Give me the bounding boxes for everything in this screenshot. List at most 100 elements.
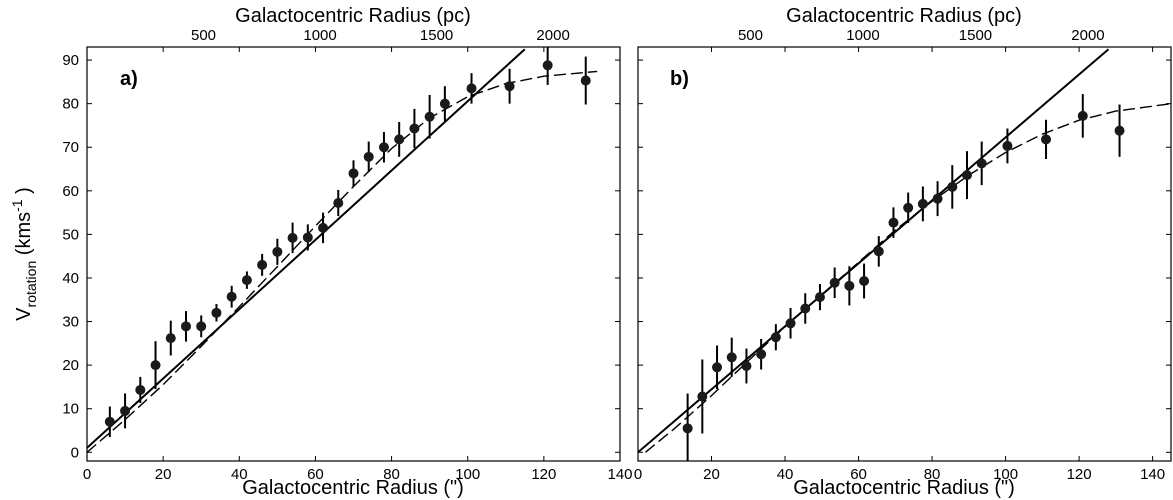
panel-a-data-point	[333, 198, 344, 209]
panel-b-top-tick-label: 1000	[846, 27, 879, 44]
panel-b-data-point	[1114, 125, 1125, 136]
panel-b-data-point	[873, 246, 884, 257]
y-axis-label-subscript: rotation	[23, 261, 39, 308]
panel-b-data-point	[932, 193, 943, 204]
panel-b-x-tick-label: 60	[850, 466, 867, 483]
panel-b-data-point	[756, 349, 767, 360]
panel-b-data-point	[961, 170, 972, 181]
panel-b-data-point	[697, 391, 708, 402]
panel-b-data-point	[1002, 140, 1013, 151]
panel-a-dashed-model-curve	[87, 70, 598, 453]
panel-a-x-tick-label: 80	[383, 466, 400, 483]
panel-b-x-axis-label: Galactocentric Radius (")	[793, 477, 1015, 499]
panel-a-label: a)	[120, 68, 138, 90]
panel-a-data-point	[241, 275, 252, 286]
panel-a-data-point	[363, 151, 374, 162]
panel-b-dashed-model-curve	[644, 103, 1171, 453]
panel-a-data-point	[211, 307, 222, 318]
panel-a-y-tick-label: 50	[62, 226, 79, 243]
panel-a: 0 20 40 60 80 100 120 140 0 10 20 30 40 50 60 70 80 90 500…	[62, 5, 632, 499]
panel-b-x-tick-label: 140	[1140, 466, 1165, 483]
panel-b-data-point	[903, 202, 914, 213]
panel-b-top-tick-label: 1500	[959, 27, 992, 44]
panel-b-data-point	[682, 423, 693, 434]
panel-a-x-axis-label: Galactocentric Radius (")	[242, 477, 464, 499]
panel-a-y-tick-label: 60	[62, 183, 79, 200]
panel-a-y-tick-label: 10	[62, 401, 79, 418]
panel-a-top-tick-label: 1000	[303, 27, 336, 44]
panel-b-ticks: 0 20 40 60 80 100 120 140 500 1000 1500 2000	[634, 27, 1171, 483]
panel-a-x-tick-label: 20	[155, 466, 172, 483]
panel-b-x-tick-label: 40	[777, 466, 794, 483]
panel-b-data-point	[712, 362, 723, 373]
panel-a-x-tick-label: 60	[307, 466, 324, 483]
panel-b-x-tick-label: 120	[1067, 466, 1092, 483]
panel-b-x-tick-label: 80	[924, 466, 941, 483]
y-axis-label: Vrotation (kms-1 )	[9, 187, 39, 321]
panel-a-y-tick-label: 80	[62, 96, 79, 113]
panel-b-data-point	[741, 360, 752, 371]
panel-a-data-point	[424, 111, 435, 122]
panel-a-x-tick-label: 120	[531, 466, 556, 483]
panel-a-data-point	[302, 232, 313, 243]
panel-b-data-point	[1041, 134, 1052, 145]
panel-b-data-point	[785, 318, 796, 329]
panel-b-data-point	[800, 303, 811, 314]
panel-a-top-tick-label: 2000	[536, 27, 569, 44]
panel-a-solid-fit-line	[87, 48, 526, 449]
panel-a-data-point	[378, 142, 389, 153]
panel-a-y-tick-label: 90	[62, 52, 79, 69]
panel-a-data-point	[196, 321, 207, 332]
panel-b-data-point	[814, 292, 825, 303]
panel-b-data-point	[917, 198, 928, 209]
panel-b-data-point	[859, 276, 870, 287]
panel-a-data-point	[135, 384, 146, 395]
panel-a-data-point	[466, 83, 477, 94]
panel-a-frame	[86, 46, 621, 462]
panel-b-data-point	[770, 332, 781, 343]
panel-a-top-axis-label: Galactocentric Radius (pc)	[235, 5, 471, 27]
panel-b-top-axis-label: Galactocentric Radius (pc)	[786, 5, 1022, 27]
panel-b-solid-fit-line	[638, 48, 1110, 454]
panel-a-data-point	[180, 321, 191, 332]
panel-b: 0 20 40 60 80 100 120 140 500 1000 1500 2000 b) Gal…	[634, 5, 1172, 499]
panel-a-data-point	[394, 134, 405, 145]
panel-a-data-point	[272, 246, 283, 257]
panel-b-x-tick-label: 20	[703, 466, 720, 483]
panel-b-top-tick-label: 500	[738, 27, 763, 44]
panel-a-data-point	[257, 259, 268, 270]
panel-b-data-point	[844, 280, 855, 291]
panel-a-data-point	[580, 75, 591, 86]
panel-b-data-point	[947, 181, 958, 192]
panel-a-data-point	[150, 360, 161, 371]
panel-a-x-tick-label: 100	[455, 466, 480, 483]
panel-b-data-point	[726, 352, 737, 363]
panel-a-y-tick-label: 30	[62, 314, 79, 331]
panel-b-label: b)	[670, 68, 689, 90]
panel-a-data-point	[226, 291, 237, 302]
panel-b-x-tick-label: 0	[634, 466, 642, 483]
panel-a-marks	[87, 47, 598, 453]
panel-a-data-point	[318, 222, 329, 233]
panel-a-y-tick-label: 0	[71, 444, 79, 461]
panel-a-x-tick-label: 0	[83, 466, 91, 483]
panel-a-y-tick-label: 20	[62, 357, 79, 374]
y-axis-label-superscript: -1	[9, 199, 25, 212]
panel-a-ticks: 0 20 40 60 80 100 120 140 0 10 20 30 40 50 60 70 80 90 500…	[62, 27, 632, 483]
panel-b-data-point	[976, 158, 987, 169]
panel-a-data-point	[439, 98, 450, 109]
panel-a-y-tick-label: 40	[62, 270, 79, 287]
panel-a-data-point	[287, 232, 298, 243]
panel-b-marks	[638, 48, 1171, 461]
panel-b-x-tick-label: 100	[993, 466, 1018, 483]
panel-b-top-tick-label: 2000	[1071, 27, 1104, 44]
panel-b-frame	[637, 46, 1172, 462]
panel-a-x-tick-label: 140	[607, 466, 632, 483]
panel-a-data-point	[104, 416, 115, 427]
panel-a-data-point	[409, 123, 420, 134]
panel-a-data-point	[120, 405, 131, 416]
panel-a-top-tick-label: 1500	[420, 27, 453, 44]
panel-a-x-tick-label: 40	[231, 466, 248, 483]
panel-a-data-point	[165, 333, 176, 344]
